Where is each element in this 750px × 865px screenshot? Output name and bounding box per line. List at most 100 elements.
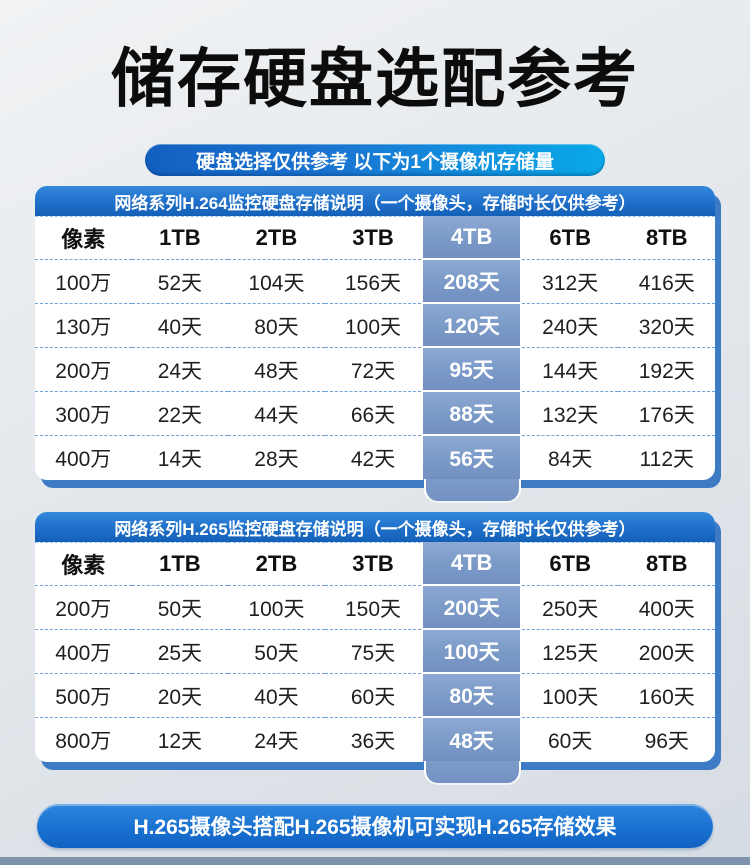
data-cell: 42天 <box>350 448 396 471</box>
table-row: 100万 52天 104天 156天 208天 312天 416天 <box>35 260 716 304</box>
column-header-cell: 8TB <box>618 216 716 260</box>
data-cell: 84天 <box>548 448 593 471</box>
data-cell: 14天 <box>157 448 203 471</box>
data-cell: 96天 <box>644 730 689 753</box>
data-cell: 12天 <box>157 730 203 753</box>
column-header-cell: 2TB <box>228 216 325 260</box>
data-cell: 50天 <box>228 630 325 674</box>
data-cell: 66天 <box>324 392 422 436</box>
data-cell: 40天 <box>131 304 229 348</box>
data-cell: 60天 <box>548 730 593 753</box>
data-cell: 150天 <box>324 586 422 630</box>
data-cell: 400万 <box>55 448 112 471</box>
data-cell: 320天 <box>618 304 716 348</box>
data-cell: 25天 <box>131 630 229 674</box>
data-cell: 130万 <box>35 304 132 348</box>
table-header-row: 像素 1TB 2TB 3TB 4TB 6TB 8TB <box>35 542 716 586</box>
data-cell: 48天 <box>228 348 325 392</box>
h265-table-body: 像素 1TB 2TB 3TB 4TB 6TB 8TB 200万 50天 100天 150天 200天 2… <box>35 542 716 762</box>
column-header-cell: 8TB <box>618 542 716 586</box>
data-cell: 20天 <box>131 674 229 718</box>
column-header-cell: 1TB <box>131 542 229 586</box>
data-cell: 44天 <box>228 392 325 436</box>
data-cell: 52天 <box>131 260 229 304</box>
data-cell: 200万 <box>35 348 132 392</box>
subtitle-text: 硬盘选择仅供参考 以下为1个摄像机存储量 <box>196 151 554 173</box>
footer-note-banner: H.265摄像头搭配H.265摄像机可实现H.265存储效果 <box>37 804 713 848</box>
data-cell: 88天 <box>421 392 522 436</box>
data-cell: 416天 <box>618 260 716 304</box>
data-cell: 80天 <box>421 674 522 718</box>
data-cell: 100天 <box>521 674 619 718</box>
data-cell: 48天 <box>421 718 522 762</box>
data-cell: 192天 <box>618 348 716 392</box>
data-cell: 156天 <box>324 260 422 304</box>
data-cell: 132天 <box>521 392 619 436</box>
table-row: 800万 12天 24天 36天 48天 60天 96天 <box>35 718 715 762</box>
column-header-cell: 2TB <box>228 542 325 586</box>
data-cell: 200天 <box>421 586 522 630</box>
data-cell: 28天 <box>254 448 299 471</box>
page-title: 储存硬盘选配参考 <box>111 43 639 115</box>
table-row: 130万 40天 80天 100天 120天 240天 320天 <box>35 304 716 348</box>
data-cell: 112天 <box>639 448 694 471</box>
data-cell: 240天 <box>521 304 619 348</box>
highlight-column-tail <box>423 479 521 503</box>
h264-storage-table-card: 网络系列H.264监控硬盘存储说明（一个摄像头，存储时长仅供参考） 像素 1TB 2… <box>35 186 716 503</box>
data-cell: 60天 <box>324 674 422 718</box>
data-cell: 120天 <box>421 304 522 348</box>
column-header-cell: 4TB <box>421 542 522 586</box>
column-header-cell: 1TB <box>131 216 229 260</box>
table-row: 400万 25天 50天 75天 100天 125天 200天 <box>35 630 716 674</box>
data-cell: 125天 <box>521 630 619 674</box>
data-cell: 72天 <box>324 348 422 392</box>
footer-note-text: H.265摄像头搭配H.265摄像机可实现H.265存储效果 <box>133 816 617 839</box>
data-cell: 80天 <box>228 304 325 348</box>
h264-table-title: 网络系列H.264监控硬盘存储说明（一个摄像头，存储时长仅供参考） <box>35 186 715 216</box>
column-header-cell: 6TB <box>521 216 619 260</box>
data-cell: 800万 <box>55 730 112 753</box>
highlight-column-tail <box>423 761 521 785</box>
data-cell: 300万 <box>35 392 132 436</box>
data-cell: 36天 <box>350 730 396 753</box>
data-cell: 144天 <box>521 348 619 392</box>
data-cell: 400万 <box>35 630 132 674</box>
column-header-cell: 像素 <box>35 216 132 260</box>
table-row: 300万 22天 44天 66天 88天 132天 176天 <box>35 392 716 436</box>
data-cell: 200万 <box>35 586 132 630</box>
column-header-cell: 3TB <box>324 216 422 260</box>
data-cell: 104天 <box>228 260 325 304</box>
h265-table-title: 网络系列H.265监控硬盘存储说明（一个摄像头，存储时长仅供参考） <box>35 512 715 542</box>
h265-storage-table-card: 网络系列H.265监控硬盘存储说明（一个摄像头，存储时长仅供参考） 像素 1TB 2… <box>35 512 716 785</box>
data-cell: 160天 <box>618 674 716 718</box>
table-row: 500万 20天 40天 60天 80天 100天 160天 <box>35 674 716 718</box>
column-header-cell: 4TB <box>421 216 522 260</box>
data-cell: 75天 <box>324 630 422 674</box>
data-cell: 50天 <box>131 586 229 630</box>
data-cell: 100天 <box>228 586 325 630</box>
data-cell: 22天 <box>131 392 229 436</box>
data-cell: 24天 <box>131 348 229 392</box>
data-cell: 100天 <box>324 304 422 348</box>
table-row: 200万 50天 100天 150天 200天 250天 400天 <box>35 586 716 630</box>
data-cell: 100万 <box>35 260 132 304</box>
data-cell: 56天 <box>421 436 522 480</box>
data-cell: 100天 <box>421 630 522 674</box>
data-cell: 400天 <box>618 586 716 630</box>
data-cell: 176天 <box>618 392 716 436</box>
data-cell: 40天 <box>228 674 325 718</box>
subtitle-banner: 硬盘选择仅供参考 以下为1个摄像机存储量 <box>145 144 605 176</box>
table-row: 400万 14天 28天 42天 56天 84天 112天 <box>35 436 715 480</box>
data-cell: 24天 <box>254 730 299 753</box>
data-cell: 250天 <box>521 586 619 630</box>
data-cell: 200天 <box>618 630 716 674</box>
data-cell: 95天 <box>421 348 522 392</box>
table-header-row: 像素 1TB 2TB 3TB 4TB 6TB 8TB <box>35 216 716 260</box>
data-cell: 500万 <box>35 674 132 718</box>
data-cell: 208天 <box>421 260 522 304</box>
h264-table-body: 像素 1TB 2TB 3TB 4TB 6TB 8TB 100万 52天 104天 156天 208天 3… <box>35 216 716 480</box>
data-cell: 312天 <box>521 260 619 304</box>
table-row: 200万 24天 48天 72天 95天 144天 192天 <box>35 348 716 392</box>
column-header-cell: 像素 <box>35 542 132 586</box>
